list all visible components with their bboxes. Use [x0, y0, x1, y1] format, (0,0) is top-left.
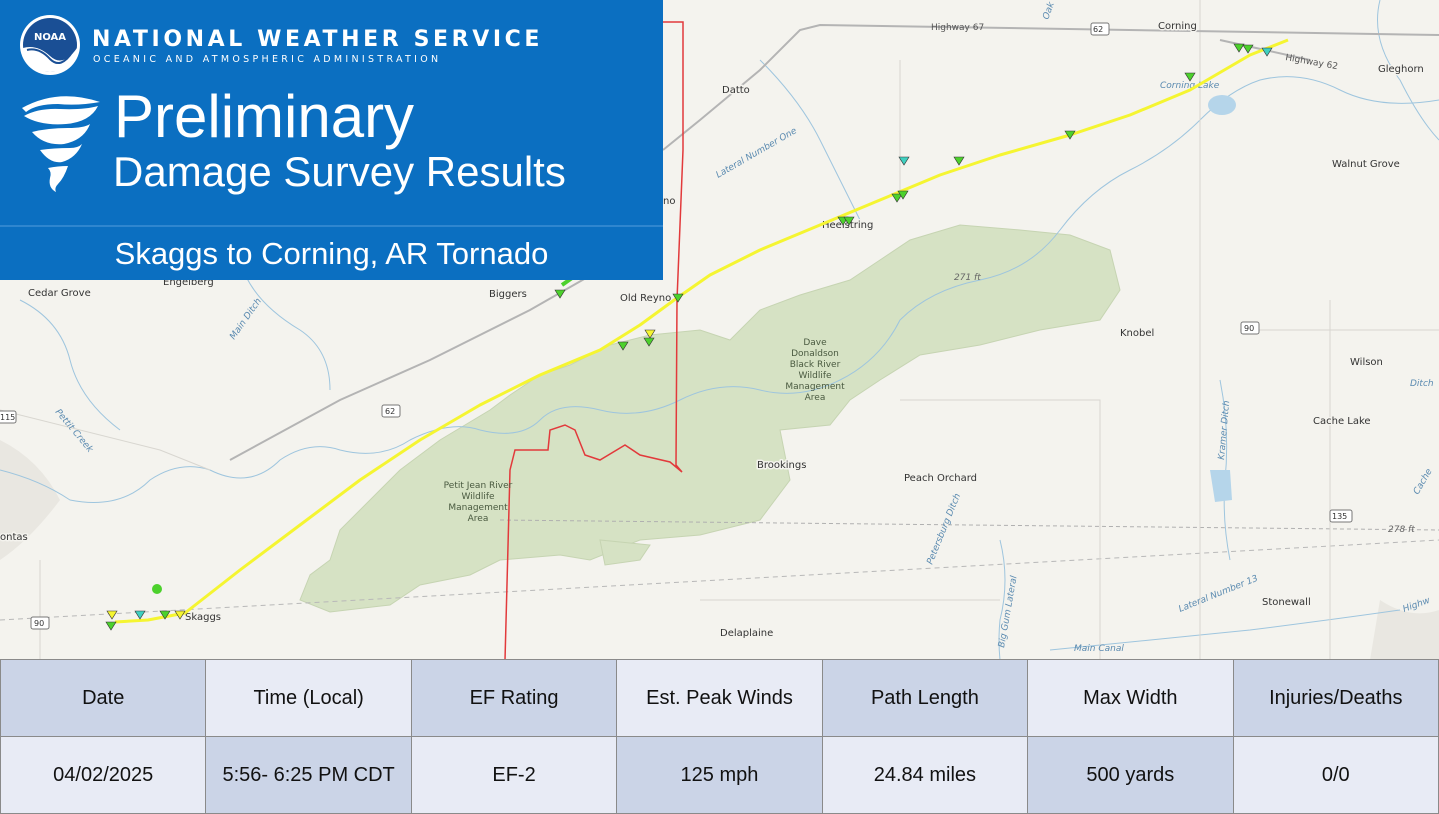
svg-text:62: 62: [385, 407, 395, 416]
header-top-panel: NOAA NATIONAL WEATHER SERVICE OCEANIC AN…: [0, 0, 663, 225]
place-label: Biggers: [489, 289, 527, 300]
header-ef-rating: EF Rating: [410, 659, 618, 737]
svg-text:90: 90: [34, 619, 44, 628]
route-shield: 90: [1240, 321, 1260, 335]
svg-text:Corning Lake: Corning Lake: [1160, 81, 1220, 91]
wildlife-area-polygons: [299, 224, 1121, 613]
header-injuries-deaths: Injuries/Deaths: [1232, 659, 1439, 737]
header-time: Time (Local): [205, 659, 412, 737]
place-label: Knobel: [1120, 328, 1154, 339]
place-label: Cache Lake: [1313, 416, 1371, 427]
svg-text:135: 135: [1332, 512, 1347, 521]
value-max-width: 500 yards: [1027, 736, 1234, 814]
county-line: [504, 21, 684, 660]
place-label: Stonewall: [1262, 597, 1311, 608]
header-max-width: Max Width: [1027, 659, 1234, 737]
event-name: Skaggs to Corning, AR Tornado: [114, 235, 549, 271]
svg-text:Highway 67: Highway 67: [931, 23, 984, 33]
header-date: Date: [0, 659, 207, 737]
svg-text:Wildlife: Wildlife: [798, 371, 832, 381]
place-label: Walnut Grove: [1332, 159, 1400, 170]
value-peak-winds: 125 mph: [616, 736, 823, 814]
table-value-row: 04/02/2025 5:56- 6:25 PM CDT EF-2 125 mp…: [0, 736, 1439, 814]
svg-text:Area: Area: [805, 393, 826, 403]
agency-name: NATIONAL WEATHER SERVICE: [92, 27, 544, 52]
svg-text:NOAA: NOAA: [34, 32, 66, 43]
place-label: Old Reyno: [620, 293, 671, 304]
svg-text:Black River: Black River: [790, 360, 841, 370]
lakes: [1208, 95, 1236, 502]
svg-text:Petit Jean River: Petit Jean River: [444, 481, 513, 491]
minor-roads: [0, 0, 1439, 660]
header-banner: NOAA NATIONAL WEATHER SERVICE OCEANIC AN…: [0, 0, 663, 280]
place-label: Wilson: [1350, 357, 1383, 368]
elevation-labels: 271 ft 278 ft: [954, 273, 1415, 535]
place-label: Heelstring: [822, 220, 873, 231]
svg-text:271 ft: 271 ft: [954, 273, 981, 283]
area-labels: Dave Donaldson Black River Wildlife Mana…: [444, 338, 845, 524]
value-time: 5:56- 6:25 PM CDT: [205, 736, 412, 814]
place-label: Skaggs: [185, 612, 221, 623]
route-shields: 62 62 90 90 135 115: [0, 22, 1353, 630]
route-shield: 115: [0, 410, 17, 424]
route-shield: 62: [1090, 22, 1110, 36]
tornado-icon: [22, 96, 100, 192]
svg-text:90: 90: [1244, 324, 1254, 333]
svg-text:62: 62: [1093, 25, 1103, 34]
place-label: Brookings: [757, 460, 806, 471]
summary-table: Date Time (Local) EF Rating Est. Peak Wi…: [0, 659, 1439, 814]
place-label: Corning: [1158, 21, 1197, 32]
svg-text:Area: Area: [468, 514, 489, 524]
value-date: 04/02/2025: [0, 736, 207, 814]
table-header-row: Date Time (Local) EF Rating Est. Peak Wi…: [0, 659, 1439, 737]
svg-text:Management: Management: [448, 503, 508, 513]
place-label: no: [663, 196, 675, 207]
noaa-logo-icon: NOAA: [20, 15, 80, 75]
route-shield: 135: [1329, 509, 1353, 523]
svg-text:Wildlife: Wildlife: [461, 492, 495, 502]
svg-text:115: 115: [0, 413, 15, 422]
value-path-length: 24.84 miles: [821, 736, 1029, 814]
value-injuries-deaths: 0/0: [1232, 736, 1439, 814]
place-label: Peach Orchard: [904, 473, 977, 484]
agency-subtitle: OCEANIC AND ATMOSPHERIC ADMINISTRATION: [93, 54, 442, 65]
svg-text:Main Canal: Main Canal: [1074, 644, 1124, 654]
title-secondary: Damage Survey Results: [113, 148, 566, 195]
place-label: Datto: [722, 85, 750, 96]
header-peak-winds: Est. Peak Winds: [616, 659, 823, 737]
svg-text:Donaldson: Donaldson: [791, 349, 839, 359]
svg-text:Management: Management: [785, 382, 845, 392]
place-label: ontas: [0, 532, 28, 543]
title-primary: Preliminary: [114, 83, 415, 150]
place-label: Gleghorn: [1378, 64, 1424, 75]
route-shield: 62: [381, 404, 401, 418]
place-labels: Corning Datto Gleghorn Walnut Grove Knob…: [0, 20, 1425, 641]
value-ef-rating: EF-2: [410, 736, 618, 814]
place-label: Cedar Grove: [28, 288, 91, 299]
svg-text:278 ft: 278 ft: [1388, 525, 1415, 535]
route-shield: 90: [30, 616, 50, 630]
svg-text:Dave: Dave: [803, 338, 827, 348]
header-path-length: Path Length: [821, 659, 1029, 737]
event-name-bar: Skaggs to Corning, AR Tornado: [0, 225, 663, 280]
svg-text:Ditch: Ditch: [1410, 379, 1434, 389]
place-label: Delaplaine: [720, 628, 773, 639]
